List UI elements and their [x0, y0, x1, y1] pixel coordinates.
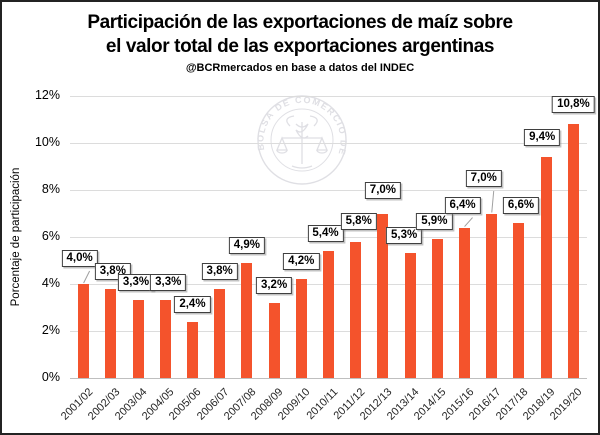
svg-text:BOLSA DE COMERCIO DE ROSARIO: BOLSA DE COMERCIO DE ROSARIO: [254, 92, 349, 157]
bar-2010/11: [323, 251, 334, 378]
value-label-2010/11: 5,4%: [307, 225, 344, 243]
chart-title-line1: Participación de las exportaciones de ma…: [87, 12, 513, 33]
bar-2004/05: [159, 300, 171, 378]
value-label-2013/14: 5,3%: [386, 227, 423, 245]
value-label-2006/07: 3,8%: [201, 262, 238, 280]
value-label-2017/18: 6,6%: [502, 196, 540, 214]
y-tick-label-12pct: 12%: [34, 88, 60, 102]
gridline-0pct: [70, 377, 587, 379]
value-label-2002/03: 3,8%: [94, 262, 131, 280]
chart-subtitle: @BCRmercados en base a datos del INDEC: [185, 62, 415, 74]
y-tick-label-4pct: 4%: [41, 276, 60, 290]
value-label-2001/02: 4,0%: [61, 250, 98, 267]
leader-line-2016/17: [491, 190, 495, 213]
value-label-2019/20: 10,8%: [552, 96, 595, 114]
bar-2007/08: [241, 262, 253, 378]
value-label-2016/17: 7,0%: [465, 169, 502, 187]
value-label-2005/06: 2,4%: [174, 295, 211, 313]
bar-2003/04: [132, 300, 144, 378]
value-label-2007/08: 4,9%: [228, 236, 265, 254]
value-label-2004/05: 3,3%: [150, 274, 187, 292]
value-label-2018/19: 9,4%: [524, 129, 561, 147]
y-tick-label-8pct: 8%: [41, 182, 60, 196]
bar-2017/18: [513, 222, 525, 378]
value-label-2003/04: 3,3%: [117, 274, 155, 292]
bar-2001/02: [78, 284, 90, 378]
bar-2016/17: [486, 213, 498, 378]
gridline-8pct: [70, 189, 587, 191]
bar-2018/19: [540, 157, 552, 378]
bar-2011/12: [350, 241, 362, 378]
value-label-2015/16: 6,4%: [444, 196, 481, 214]
value-label-2014/15: 5,9%: [416, 213, 453, 231]
bar-2008/09: [268, 302, 280, 378]
y-tick-label-2pct: 2%: [41, 323, 60, 337]
y-tick-label-10pct: 10%: [34, 135, 60, 149]
leader-line-2015/16: [464, 217, 473, 227]
value-label-2008/09: 3,2%: [255, 276, 293, 294]
bar-2013/14: [404, 253, 416, 378]
bar-2015/16: [459, 227, 471, 378]
bar-2005/06: [186, 321, 198, 378]
value-label-2011/12: 5,8%: [340, 212, 377, 230]
value-label-2009/10: 4,2%: [283, 253, 320, 271]
bar-2009/10: [295, 279, 307, 378]
gridline-10pct: [70, 142, 587, 144]
bar-2019/20: [567, 124, 579, 378]
y-tick-label-0pct: 0%: [41, 370, 60, 384]
gridline-12pct: [70, 95, 587, 97]
bar-2014/15: [431, 239, 443, 378]
bar-2002/03: [105, 288, 117, 378]
leader-line-2001/02: [83, 270, 91, 284]
value-label-2012/13: 7,0%: [364, 181, 402, 199]
bar-2012/13: [377, 213, 389, 378]
bcr-rosario-seal-watermark-icon: BOLSA DE COMERCIO DE ROSARIO: [254, 92, 349, 185]
chart-title-line2: el valor total de las exportaciones arge…: [105, 36, 495, 57]
bar-2006/07: [214, 288, 226, 378]
y-tick-label-6pct: 6%: [41, 229, 60, 243]
watermark-seal-text: BOLSA DE COMERCIO DE ROSARIO: [254, 92, 347, 157]
